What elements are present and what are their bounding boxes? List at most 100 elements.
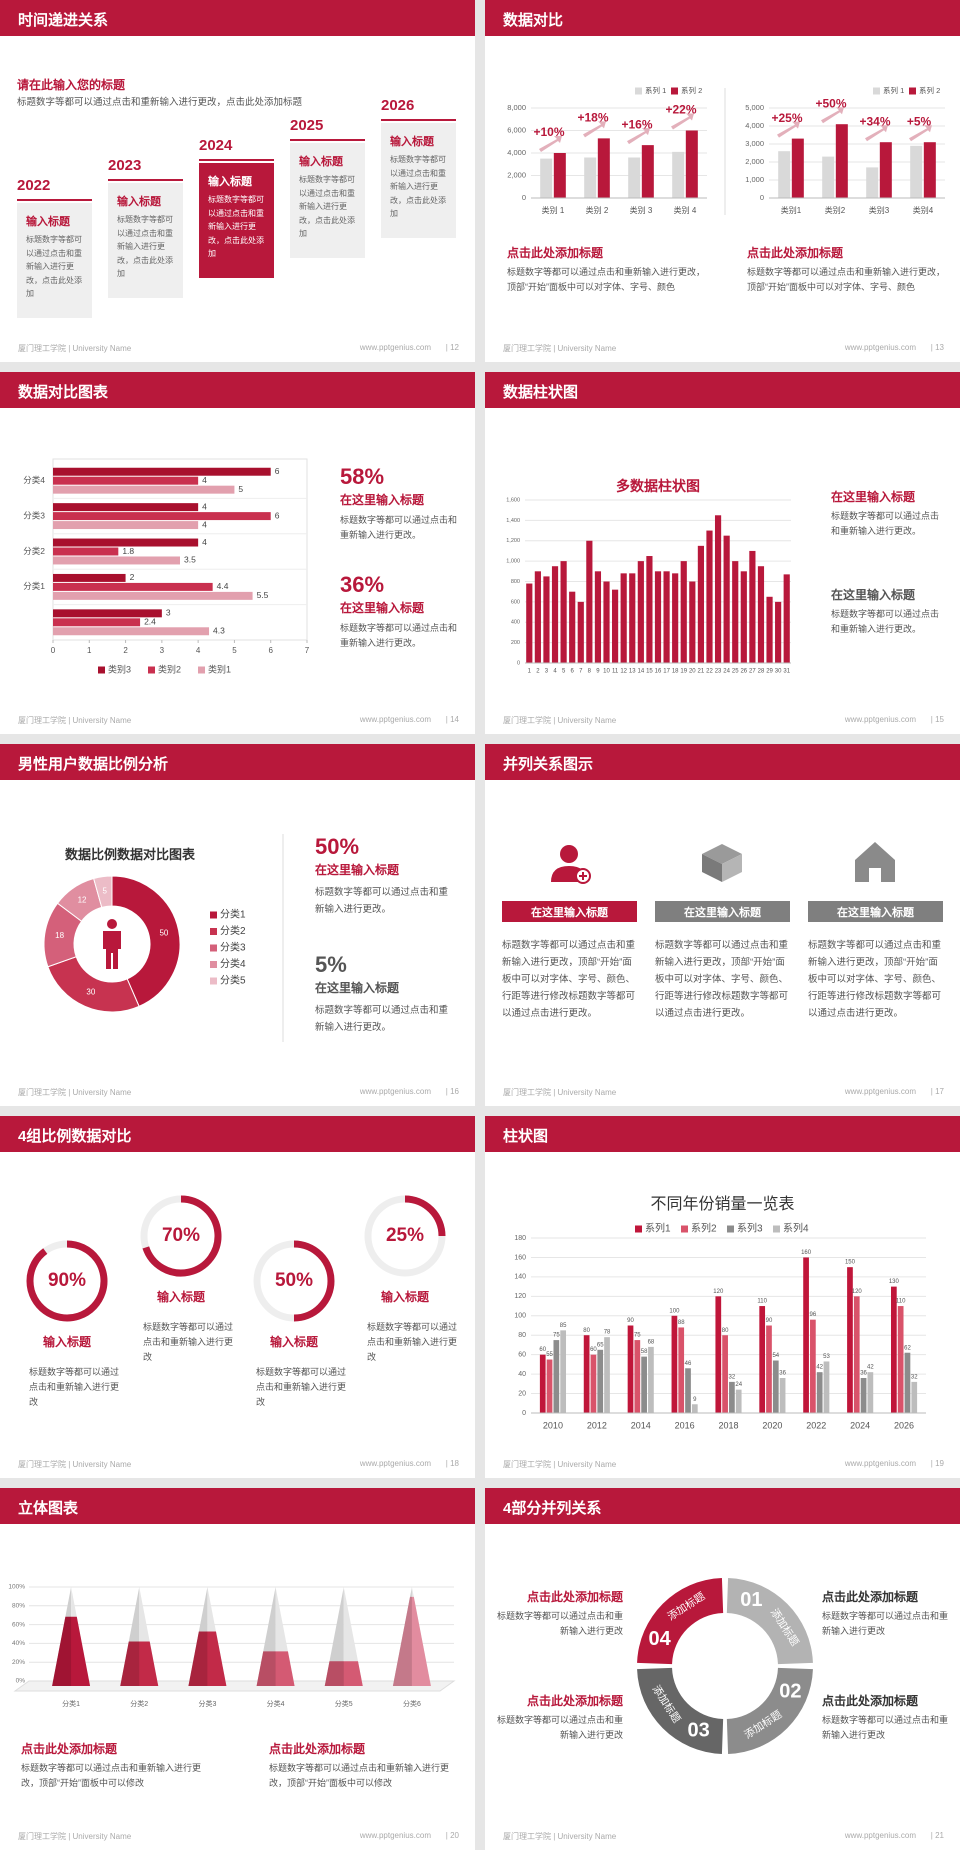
footer-url: www.pptgenius.com [359,343,431,352]
x-tick-label: 6 [571,669,575,675]
x-tick-label: 31 [783,669,790,675]
x-tick-label: 5 [562,669,566,675]
ring-label: 70% [162,1225,200,1246]
icon [560,845,578,863]
y-tick-label: 6,000 [507,125,526,134]
x-tick-label: 4 [553,669,557,675]
footer-left: 厦门理工学院 | University Name [18,1460,132,1469]
value-label: 55 [546,1352,553,1358]
column-heading: 在这里输入标题 [531,907,608,919]
x-tick-label: 7 [305,646,310,655]
year: 2024 [199,137,233,154]
x-tick-label: 9 [596,669,600,675]
value-label: 68 [648,1339,655,1345]
bar [553,153,566,198]
footer-url: www.pptgenius.com [359,1459,431,1468]
y-tick-label: 800 [511,579,520,585]
legend-label: 类别2 [158,663,181,674]
segment-number: 02 [779,1681,801,1703]
legend-swatch [635,1225,642,1233]
legend-swatch [98,666,105,674]
stat-heading: 在这里输入标题 [340,601,425,615]
y-tick-label: 100% [8,1584,25,1591]
chart-title: 不同年份销量一览表 [650,1196,795,1213]
item-heading: 输入标题 [156,1290,205,1304]
y-tick-label: 2,000 [745,157,764,166]
y-tick-label: 4,000 [507,148,526,157]
value-label: 53 [823,1354,830,1360]
bar [672,573,679,663]
x-tick-label: 4 [196,646,201,655]
x-tick-label: 16 [655,669,662,675]
slide: 数据对比 厦门理工学院 | University Name www.pptgeniu… [485,0,960,362]
legend-swatch [198,666,205,674]
value-label: 4.4 [217,581,229,591]
bar [583,1335,590,1413]
ring-arc [26,1240,108,1322]
y-tick-label: 600 [511,599,520,605]
bar [715,1296,722,1413]
icon [722,854,742,882]
footer-left: 厦门理工学院 | University Name [503,716,617,725]
bar [897,1306,904,1413]
column-text: 标题数字等都可以通过点击和重新输入进行更改，顶部“开始”面板中可以对字体、字号、… [808,940,942,1019]
stat-text: 标题数字等都可以通过点击和重新输入进行更改。 [340,515,458,540]
timeline-box [290,143,365,258]
slide: 柱状图 厦门理工学院 | University Name www.pptgenius… [485,1116,960,1478]
y-tick-label: 2,000 [507,170,526,179]
item-heading: 输入标题 [26,216,70,228]
x-tick-label: 0 [51,646,56,655]
y-tick-label: 20% [12,1659,25,1666]
y-tick-label: 60 [518,1352,526,1359]
x-tick-label: 22 [706,669,713,675]
segment-number: 01 [740,1589,762,1611]
value-label: 4 [202,501,207,511]
bar [803,1257,809,1413]
bar [53,556,180,565]
bar [879,142,892,198]
legend-label: 分类3 [220,941,246,954]
annotation: +34% [859,114,890,128]
value-label: 9 [693,1397,697,1403]
x-tick-label: 7 [579,669,583,675]
bar [722,1335,728,1413]
bar [791,138,804,198]
pyramid-fill [188,1631,227,1686]
label-bar [502,901,637,922]
y-tick-label: 1,000 [745,175,764,184]
header-bar [0,0,475,36]
bar [629,573,636,663]
year: 2023 [108,157,142,174]
y-tick-label: 4,000 [745,121,764,130]
pyramid-fill [392,1596,431,1686]
value-label: 80 [722,1328,729,1334]
y-tick-label: 3,000 [745,139,764,148]
bar [904,1352,911,1413]
bar [735,1389,742,1413]
legend-swatch [635,87,642,95]
footer-page: | 14 [445,715,459,724]
icon [579,872,587,880]
legend-label: 分类5 [220,974,246,987]
value-label: 88 [678,1320,685,1326]
item-text: 标题数字等都可以通过点击和重新输入进行更改 [143,1322,234,1362]
note-heading: 在这里输入标题 [831,588,916,602]
value-label: 6 [275,510,280,520]
value-label: 3.5 [184,555,196,565]
bar [772,1360,779,1413]
arrow [583,121,606,138]
bar [53,582,213,591]
value-label: 4 [202,519,207,529]
y-tick-label: 20 [518,1390,526,1397]
intro-text: 标题数字等都可以通过点击和重新输入进行更改，点击此处添加标题 [17,97,303,108]
column-heading: 在这里输入标题 [684,907,761,919]
bar [628,157,641,198]
value-label: 78 [604,1330,611,1336]
legend-label: 分类2 [220,924,246,937]
value-label: 5.5 [257,590,269,600]
x-tick-label: 类别2 [825,205,846,215]
y-tick-label: 80 [518,1332,526,1339]
chart-title: 多数据柱状图 [616,478,700,494]
